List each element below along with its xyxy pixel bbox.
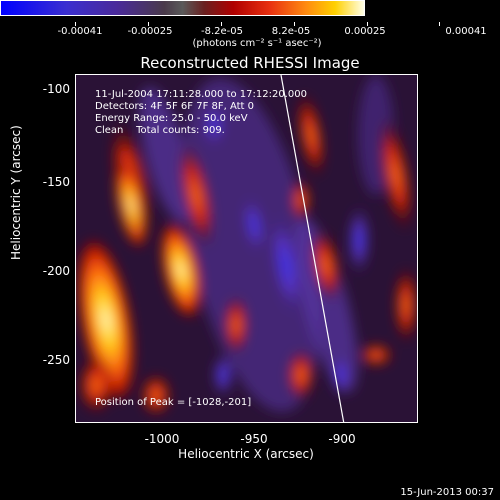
colorbar-tick — [294, 22, 295, 26]
y-tick-label: -100 — [42, 82, 70, 96]
y-axis-label: Heliocentric Y (arcsec) — [9, 125, 23, 260]
colorbar — [0, 0, 365, 16]
rhessi-image-svg — [76, 75, 417, 422]
x-tick-label: -900 — [328, 432, 356, 446]
colorbar-label: -8.2e-05 — [201, 26, 243, 37]
colorbar-tick — [148, 22, 149, 26]
colorbar-label: 0.00025 — [344, 26, 386, 37]
timestamp-footer: 15-Jun-2013 00:37 — [400, 487, 494, 498]
x-axis-label: Heliocentric X (arcsec) — [178, 447, 314, 461]
plot-title: Reconstructed RHESSI Image — [140, 54, 360, 72]
clean-counts-text: Clean Total counts: 909. — [95, 125, 225, 136]
colorbar-label: -0.00041 — [57, 26, 103, 37]
peak-position-text: Position of Peak = [-1028,-201] — [95, 397, 252, 408]
image-features — [76, 75, 417, 417]
y-tick-label: -250 — [42, 353, 70, 367]
rhessi-image — [75, 74, 418, 423]
y-tick-label: -150 — [42, 175, 70, 189]
colorbar-label: 0.00041 — [445, 26, 487, 37]
colorbar-tick — [221, 22, 222, 26]
x-tick-label: -1000 — [144, 432, 180, 446]
y-tick-label: -200 — [42, 264, 70, 278]
colorbar-label: 8.2e-05 — [271, 26, 311, 37]
colorbar-units: (photons cm⁻² s⁻¹ asec⁻²) — [192, 38, 322, 49]
time-range-text: 11-Jul-2004 17:11:28.000 to 17:12:20.000 — [95, 89, 307, 100]
detectors-text: Detectors: 4F 5F 6F 7F 8F, Att 0 — [95, 101, 255, 112]
x-tick-label: -950 — [240, 432, 268, 446]
colorbar-tick — [367, 22, 368, 26]
colorbar-label: -0.00025 — [127, 26, 173, 37]
solar-limb-line — [280, 75, 345, 422]
colorbar-tick — [439, 22, 440, 26]
energy-range-text: Energy Range: 25.0 - 50.0 keV — [95, 113, 248, 124]
colorbar-tick — [75, 22, 76, 26]
